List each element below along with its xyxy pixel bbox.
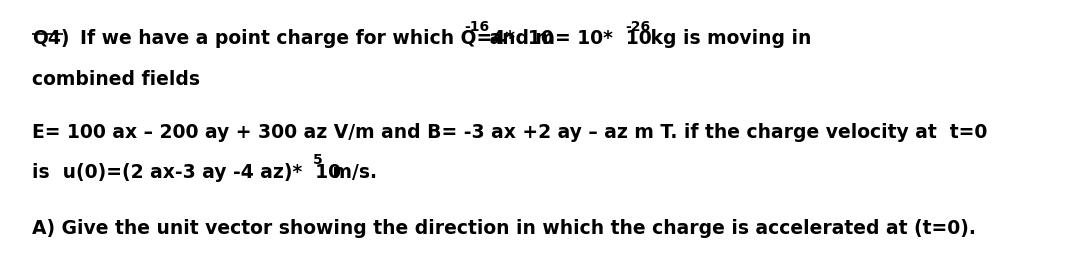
Text: kg is moving in: kg is moving in <box>644 29 811 48</box>
Text: -16: -16 <box>464 20 489 34</box>
Text: E= 100 ax – 200 ay + 300 az V/m and B= -3 ax +2 ay – az m T. if the charge veloc: E= 100 ax – 200 ay + 300 az V/m and B= -… <box>32 122 987 141</box>
Text: m/s.: m/s. <box>326 163 377 182</box>
Text: 5: 5 <box>313 153 323 167</box>
Text: A) Give the unit vector showing the direction in which the charge is accelerated: A) Give the unit vector showing the dire… <box>32 218 976 237</box>
Text: combined fields: combined fields <box>32 69 200 88</box>
Text: Q4): Q4) <box>32 29 69 48</box>
Text: -26: -26 <box>625 20 651 34</box>
Text: If we have a point charge for which Q=4*  10: If we have a point charge for which Q=4*… <box>67 29 554 48</box>
Text: is  u(0)=(2 ax-3 ay -4 az)*  10: is u(0)=(2 ax-3 ay -4 az)* 10 <box>32 163 341 182</box>
Text: and m= 10*  10: and m= 10* 10 <box>483 29 652 48</box>
